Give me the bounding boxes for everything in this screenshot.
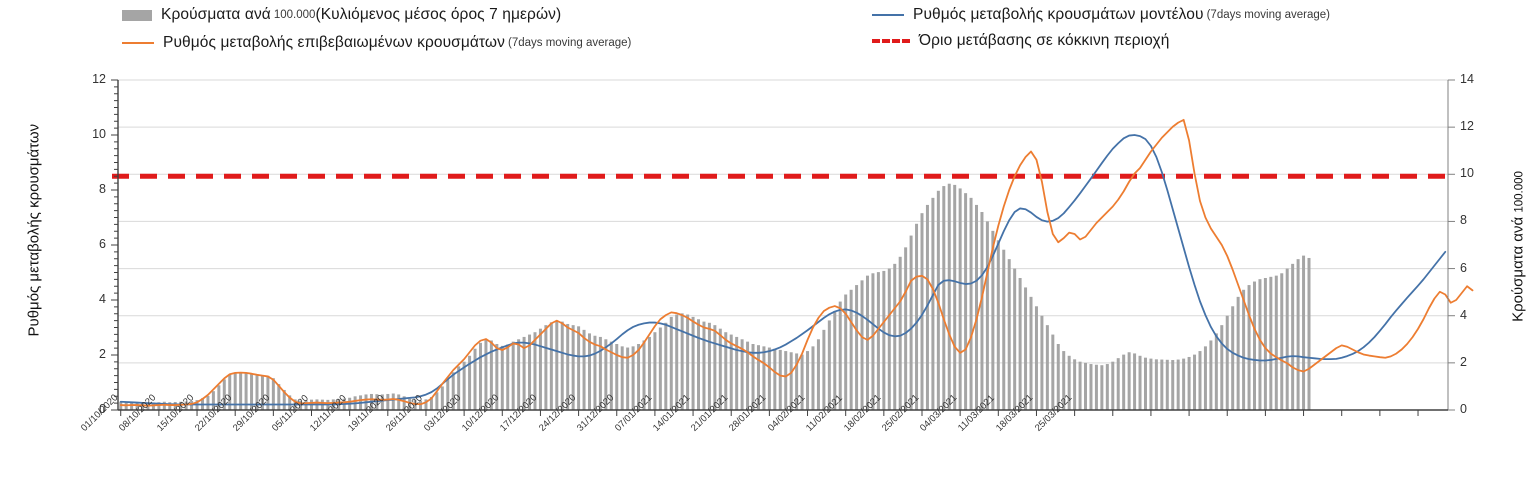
dashed-line-swatch-icon — [872, 39, 910, 43]
y-axis-right-tick-label: 4 — [1460, 307, 1467, 322]
legend-sub-model: (7days moving average) — [1206, 9, 1330, 21]
y-axis-right-tick-label: 10 — [1460, 166, 1474, 181]
bar-series-cases — [119, 183, 1311, 410]
y-axis-right-title-sub: 100.000 — [1513, 171, 1526, 213]
bar-swatch-icon — [122, 9, 152, 21]
y-axis-left-title: Ρυθμός μεταβολής κρουσμάτων — [25, 123, 43, 337]
y-axis-left-tick-label: 4 — [99, 292, 106, 306]
legend-label-model: Ρυθμός μεταβολής κρουσμάτων μοντέλου — [913, 6, 1204, 23]
y-axis-right-title-main: Κρούσματα ανά — [1509, 216, 1527, 322]
y-axis-right-tick-label: 2 — [1460, 354, 1467, 369]
y-axis-right-tick-label: 6 — [1460, 260, 1467, 275]
y-axis-left-tick-label: 8 — [99, 182, 106, 196]
legend-item-confirmed-rate[interactable]: Ρυθμός μεταβολής επιβεβαιωμένων κρουσμάτ… — [122, 34, 631, 52]
legend-item-threshold[interactable]: Όριο μετάβασης σε κόκκινη περιοχή — [872, 32, 1169, 50]
y-axis-right-tick-label: 0 — [1460, 402, 1467, 416]
y-axis-right-tick-label: 8 — [1460, 213, 1467, 228]
legend-label-cases: Κρούσματα ανά — [161, 6, 271, 23]
y-axis-left-tick-label: 10 — [92, 127, 106, 141]
y-axis-left-tick-label: 0 — [99, 402, 106, 416]
legend-label-threshold: Όριο μετάβασης σε κόκκινη περιοχή — [919, 32, 1170, 49]
y-axis-right-title: Κρούσματα ανά 100.000 — [1510, 147, 1527, 347]
chart-legend: Κρούσματα ανά 100.000 (Κυλιόμενος μέσος … — [0, 0, 1534, 62]
line-swatch-blue-icon — [872, 14, 904, 16]
y-axis-left-tick-label: 6 — [99, 237, 106, 251]
legend-sub-cases: (Κυλιόμενος μέσος όρος 7 ημερών) — [315, 6, 562, 23]
y-axis-right-tick-label: 14 — [1460, 72, 1474, 86]
line-swatch-orange-icon — [122, 42, 154, 44]
axis-lines-and-ticks — [111, 79, 1455, 416]
legend-item-model-rate[interactable]: Ρυθμός μεταβολής κρουσμάτων μοντέλου (7d… — [872, 6, 1330, 24]
y-axis-left-tick-label: 12 — [92, 72, 106, 86]
legend-value-cases: 100.000 — [273, 9, 316, 21]
line-series-confirmed — [119, 118, 1474, 407]
legend-label-confirmed: Ρυθμός μεταβολής επιβεβαιωμένων κρουσμάτ… — [163, 34, 505, 51]
line-series-model — [119, 134, 1447, 406]
y-axis-left-tick-label: 2 — [99, 347, 106, 361]
legend-sub-confirmed: (7days moving average) — [507, 37, 632, 49]
y-axis-right-tick-label: 12 — [1460, 119, 1474, 134]
legend-item-cases-per-100k[interactable]: Κρούσματα ανά 100.000 (Κυλιόμενος μέσος … — [122, 6, 561, 24]
